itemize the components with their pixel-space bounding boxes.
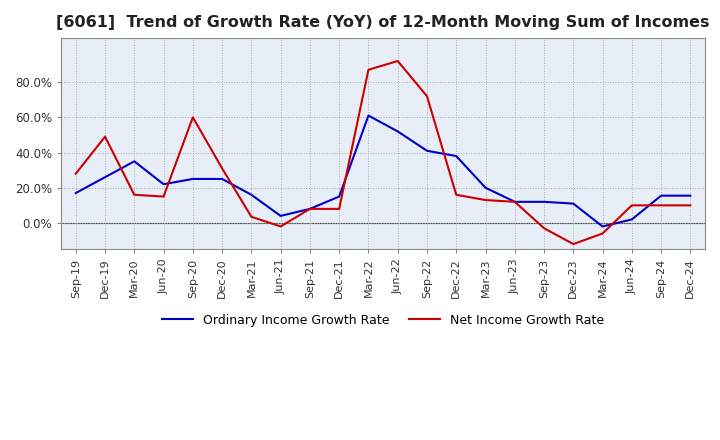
Ordinary Income Growth Rate: [686, 193, 695, 198]
Ordinary Income Growth Rate: [247, 192, 256, 198]
Ordinary Income Growth Rate: [393, 129, 402, 134]
Net Income Growth Rate: [452, 192, 461, 198]
Net Income Growth Rate: [598, 231, 607, 236]
Net Income Growth Rate: [217, 166, 226, 171]
Net Income Growth Rate: [569, 242, 577, 247]
Ordinary Income Growth Rate: [217, 176, 226, 182]
Title: [6061]  Trend of Growth Rate (YoY) of 12-Month Moving Sum of Incomes: [6061] Trend of Growth Rate (YoY) of 12-…: [56, 15, 710, 30]
Net Income Growth Rate: [130, 192, 139, 198]
Net Income Growth Rate: [364, 67, 373, 73]
Ordinary Income Growth Rate: [452, 154, 461, 159]
Ordinary Income Growth Rate: [657, 193, 665, 198]
Net Income Growth Rate: [540, 226, 549, 231]
Net Income Growth Rate: [510, 199, 519, 205]
Line: Ordinary Income Growth Rate: Ordinary Income Growth Rate: [76, 116, 690, 227]
Net Income Growth Rate: [481, 198, 490, 203]
Ordinary Income Growth Rate: [130, 159, 139, 164]
Ordinary Income Growth Rate: [628, 217, 636, 222]
Net Income Growth Rate: [393, 59, 402, 64]
Ordinary Income Growth Rate: [101, 175, 109, 180]
Legend: Ordinary Income Growth Rate, Net Income Growth Rate: Ordinary Income Growth Rate, Net Income …: [157, 309, 609, 332]
Net Income Growth Rate: [276, 224, 285, 229]
Ordinary Income Growth Rate: [364, 113, 373, 118]
Net Income Growth Rate: [686, 203, 695, 208]
Ordinary Income Growth Rate: [423, 148, 431, 154]
Ordinary Income Growth Rate: [305, 206, 314, 212]
Net Income Growth Rate: [657, 203, 665, 208]
Ordinary Income Growth Rate: [159, 182, 168, 187]
Ordinary Income Growth Rate: [481, 185, 490, 191]
Net Income Growth Rate: [101, 134, 109, 139]
Net Income Growth Rate: [159, 194, 168, 199]
Ordinary Income Growth Rate: [510, 199, 519, 205]
Ordinary Income Growth Rate: [189, 176, 197, 182]
Net Income Growth Rate: [305, 206, 314, 212]
Ordinary Income Growth Rate: [540, 199, 549, 205]
Ordinary Income Growth Rate: [335, 194, 343, 199]
Line: Net Income Growth Rate: Net Income Growth Rate: [76, 61, 690, 244]
Ordinary Income Growth Rate: [598, 224, 607, 229]
Net Income Growth Rate: [335, 206, 343, 212]
Ordinary Income Growth Rate: [569, 201, 577, 206]
Net Income Growth Rate: [628, 203, 636, 208]
Net Income Growth Rate: [71, 171, 80, 176]
Ordinary Income Growth Rate: [276, 213, 285, 219]
Net Income Growth Rate: [423, 94, 431, 99]
Net Income Growth Rate: [189, 115, 197, 120]
Ordinary Income Growth Rate: [71, 191, 80, 196]
Net Income Growth Rate: [247, 214, 256, 220]
